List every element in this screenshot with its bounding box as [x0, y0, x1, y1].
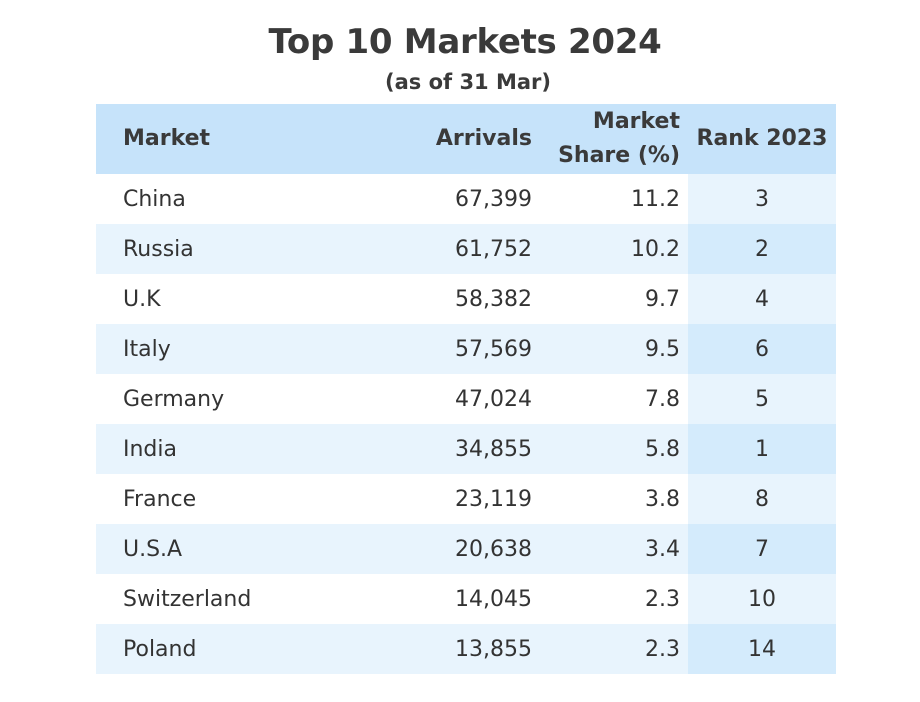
cell-market-share: 3.8 [645, 486, 680, 512]
cell-market: Germany [123, 386, 225, 412]
cell-market: Poland [123, 636, 197, 662]
cell-arrivals: 14,045 [455, 586, 532, 612]
column-header-market-share-line1: Market [592, 109, 680, 134]
cell-rank-2023: 7 [688, 524, 836, 574]
cell-rank-2023: 10 [688, 574, 836, 624]
cell-arrivals: 23,119 [455, 486, 532, 512]
cell-rank-2023: 3 [688, 174, 836, 224]
column-header-market-share-line2: Share (%) [558, 143, 680, 168]
table-row: Switzerland 14,045 2.3 10 [96, 574, 836, 624]
table-row: China 67,399 11.2 3 [96, 174, 836, 224]
table-row: Italy 57,569 9.5 6 [96, 324, 836, 374]
cell-market: France [123, 486, 197, 512]
chart-subtitle: (as of 31 Mar) [384, 70, 551, 94]
cell-market-share: 2.3 [645, 586, 680, 612]
column-header-rank-2023: Rank 2023 [696, 126, 828, 151]
table-row: U.K 58,382 9.7 4 [96, 274, 836, 324]
cell-market: Switzerland [123, 586, 252, 612]
cell-market: India [123, 436, 177, 462]
cell-arrivals: 20,638 [455, 536, 532, 562]
table-row: Poland 13,855 2.3 14 [96, 624, 836, 674]
table-row: U.S.A 20,638 3.4 7 [96, 524, 836, 574]
cell-market: Italy [123, 336, 171, 362]
column-header-market: Market [123, 126, 211, 151]
table-row: Russia 61,752 10.2 2 [96, 224, 836, 274]
cell-market-share: 5.8 [645, 436, 680, 462]
cell-rank-2023: 8 [688, 474, 836, 524]
cell-arrivals: 47,024 [455, 386, 532, 412]
column-header-market-share: Market Share (%) [540, 104, 688, 174]
table-body: China 67,399 11.2 3 Russia 61,752 10.2 2 U.K 58,3… [96, 174, 836, 674]
cell-market-share: 7.8 [645, 386, 680, 412]
cell-market-share: 2.3 [645, 636, 680, 662]
cell-rank-2023: 2 [688, 224, 836, 274]
cell-arrivals: 34,855 [455, 436, 532, 462]
markets-table: Market Arrivals Market Share (%) Rank 20… [96, 104, 836, 674]
cell-market: U.S.A [123, 536, 183, 562]
cell-rank-2023: 1 [688, 424, 836, 474]
table-row: India 34,855 5.8 1 [96, 424, 836, 474]
chart-title: Top 10 Markets 2024 [268, 22, 662, 62]
cell-market: China [123, 186, 186, 212]
cell-market: Russia [123, 236, 194, 262]
cell-arrivals: 61,752 [455, 236, 532, 262]
cell-arrivals: 58,382 [455, 286, 532, 312]
table-header-row: Market Arrivals Market Share (%) Rank 20… [96, 104, 836, 174]
cell-rank-2023: 14 [688, 624, 836, 674]
column-header-arrivals: Arrivals [435, 126, 532, 151]
cell-arrivals: 13,855 [455, 636, 532, 662]
table-row: Germany 47,024 7.8 5 [96, 374, 836, 424]
cell-arrivals: 57,569 [455, 336, 532, 362]
table-row: France 23,119 3.8 8 [96, 474, 836, 524]
cell-market-share: 10.2 [631, 236, 680, 262]
cell-rank-2023: 5 [688, 374, 836, 424]
cell-market-share: 9.5 [645, 336, 680, 362]
cell-market-share: 9.7 [645, 286, 680, 312]
cell-rank-2023: 4 [688, 274, 836, 324]
cell-market: U.K [123, 286, 161, 312]
cell-rank-2023: 6 [688, 324, 836, 374]
cell-arrivals: 67,399 [455, 186, 532, 212]
cell-market-share: 11.2 [631, 186, 680, 212]
cell-market-share: 3.4 [645, 536, 680, 562]
